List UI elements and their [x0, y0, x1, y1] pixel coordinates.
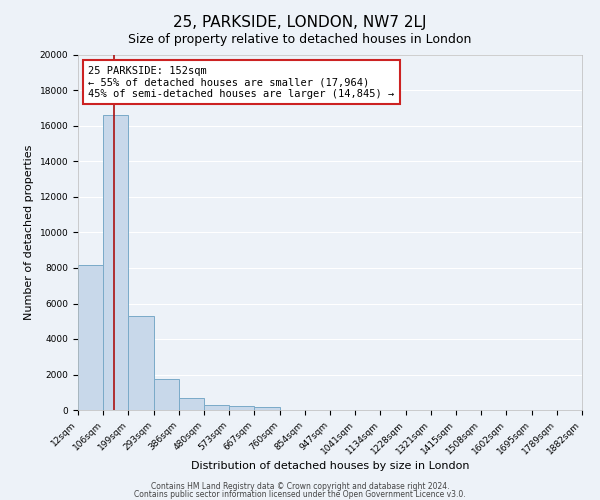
Text: Contains public sector information licensed under the Open Government Licence v3: Contains public sector information licen…: [134, 490, 466, 499]
Text: Size of property relative to detached houses in London: Size of property relative to detached ho…: [128, 32, 472, 46]
Text: 25 PARKSIDE: 152sqm
← 55% of detached houses are smaller (17,964)
45% of semi-de: 25 PARKSIDE: 152sqm ← 55% of detached ho…: [88, 66, 394, 99]
Bar: [128, 316, 154, 410]
Bar: [154, 379, 179, 410]
Bar: [254, 408, 280, 410]
Bar: [204, 405, 229, 410]
Text: Contains HM Land Registry data © Crown copyright and database right 2024.: Contains HM Land Registry data © Crown c…: [151, 482, 449, 491]
X-axis label: Distribution of detached houses by size in London: Distribution of detached houses by size …: [191, 462, 469, 471]
Bar: [229, 406, 254, 410]
Bar: [78, 266, 103, 410]
Text: 25, PARKSIDE, LONDON, NW7 2LJ: 25, PARKSIDE, LONDON, NW7 2LJ: [173, 15, 427, 30]
Y-axis label: Number of detached properties: Number of detached properties: [24, 145, 34, 320]
Bar: [179, 398, 204, 410]
Bar: [103, 116, 128, 410]
